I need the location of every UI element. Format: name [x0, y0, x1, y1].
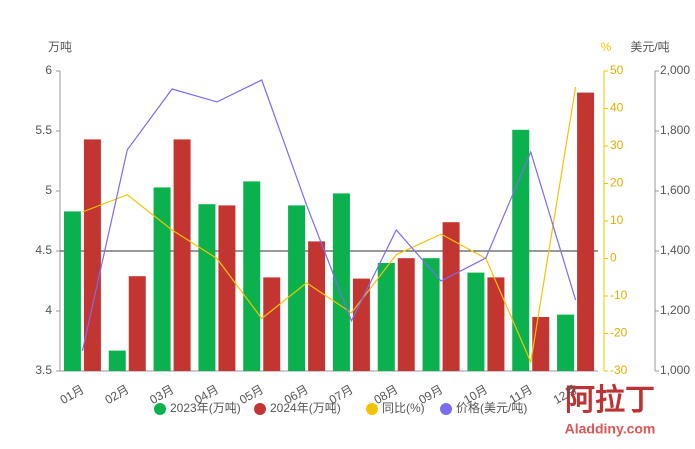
bar — [288, 205, 306, 371]
y2-tick-label: 40 — [610, 101, 624, 115]
y-tick-label: 4 — [45, 303, 52, 317]
bar — [198, 204, 216, 371]
legend-label: 2024年(万吨) — [270, 401, 341, 415]
y3-axis-title: 美元/吨 — [630, 40, 669, 54]
y-axis-title: 万吨 — [48, 40, 72, 54]
y2-tick-label: 10 — [610, 213, 624, 227]
y2-tick-label: -30 — [610, 363, 628, 377]
bar — [557, 314, 575, 371]
y2-tick-label: 50 — [610, 63, 624, 77]
bar — [397, 258, 415, 371]
bar — [83, 139, 101, 371]
bar — [377, 263, 395, 371]
y2-axis-title: % — [601, 40, 612, 54]
legend-marker — [440, 403, 452, 415]
legend-marker — [254, 403, 266, 415]
bar — [422, 258, 440, 371]
y-tick-label: 3.5 — [35, 363, 52, 377]
bar — [108, 350, 126, 371]
legend-label: 价格(美元/吨) — [456, 400, 527, 415]
legend-marker — [154, 403, 166, 415]
bar — [218, 205, 236, 371]
y-tick-label: 4.5 — [35, 243, 52, 257]
y2-tick-label: 20 — [610, 176, 624, 190]
watermark: 阿拉丁 — [565, 383, 655, 417]
bar — [577, 92, 595, 371]
y-tick-label: 5.5 — [35, 123, 52, 137]
bar — [332, 193, 350, 371]
bar — [442, 222, 460, 371]
line — [81, 79, 577, 352]
bar — [63, 211, 81, 371]
y2-tick-label: -10 — [610, 288, 628, 302]
bar — [263, 277, 281, 371]
y3-tick-label: 2,000 — [660, 63, 690, 77]
y3-tick-label: 1,400 — [660, 243, 690, 257]
bar — [352, 278, 370, 371]
bar — [532, 317, 550, 371]
legend-label: 2023年(万吨) — [170, 401, 241, 415]
bar — [128, 276, 146, 371]
legend-label: 同比(%) — [382, 401, 425, 415]
watermark-url: Aladdiny.com — [565, 421, 656, 437]
bar — [153, 187, 171, 371]
y3-tick-label: 1,000 — [660, 363, 690, 377]
y2-tick-label: 30 — [610, 138, 624, 152]
x-tick-label: 01月 — [58, 382, 87, 407]
legend-marker — [366, 403, 378, 415]
y-tick-label: 6 — [45, 63, 52, 77]
bar — [512, 129, 530, 371]
bar — [243, 181, 261, 371]
y3-tick-label: 1,200 — [660, 303, 690, 317]
x-tick-label: 02月 — [102, 382, 131, 407]
bar — [308, 241, 326, 371]
y2-tick-label: 0 — [610, 251, 617, 265]
bar — [173, 139, 191, 371]
bar — [487, 277, 505, 371]
y3-tick-label: 1,600 — [660, 183, 690, 197]
y2-tick-label: -20 — [610, 326, 628, 340]
y3-tick-label: 1,800 — [660, 123, 690, 137]
bar — [467, 272, 485, 371]
line — [82, 87, 577, 365]
y-tick-label: 5 — [45, 183, 52, 197]
